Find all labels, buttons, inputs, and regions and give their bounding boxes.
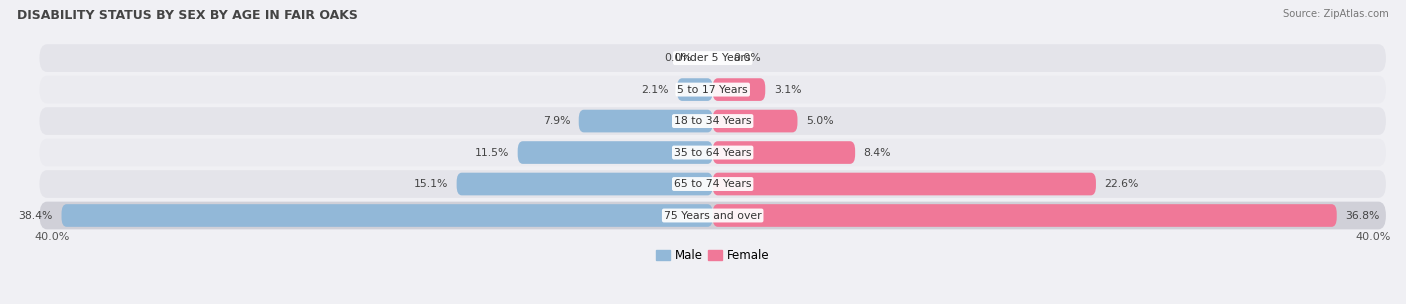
Text: 35 to 64 Years: 35 to 64 Years — [673, 147, 751, 157]
Text: 3.1%: 3.1% — [773, 85, 801, 95]
FancyBboxPatch shape — [713, 110, 797, 133]
Text: 8.4%: 8.4% — [863, 147, 891, 157]
FancyBboxPatch shape — [457, 173, 713, 195]
Text: 0.0%: 0.0% — [665, 53, 692, 63]
Text: 40.0%: 40.0% — [1355, 232, 1391, 242]
FancyBboxPatch shape — [39, 202, 1386, 229]
FancyBboxPatch shape — [39, 44, 1386, 72]
Text: 65 to 74 Years: 65 to 74 Years — [673, 179, 751, 189]
Text: Source: ZipAtlas.com: Source: ZipAtlas.com — [1284, 9, 1389, 19]
FancyBboxPatch shape — [39, 107, 1386, 135]
Text: 75 Years and over: 75 Years and over — [664, 210, 762, 220]
Text: 36.8%: 36.8% — [1346, 210, 1379, 220]
Text: 22.6%: 22.6% — [1105, 179, 1139, 189]
FancyBboxPatch shape — [713, 173, 1095, 195]
Text: Under 5 Years: Under 5 Years — [675, 53, 751, 63]
FancyBboxPatch shape — [39, 170, 1386, 198]
Text: 40.0%: 40.0% — [34, 232, 70, 242]
Text: 5 to 17 Years: 5 to 17 Years — [678, 85, 748, 95]
FancyBboxPatch shape — [579, 110, 713, 133]
Text: 5.0%: 5.0% — [806, 116, 834, 126]
Text: 15.1%: 15.1% — [413, 179, 449, 189]
Text: 11.5%: 11.5% — [475, 147, 509, 157]
FancyBboxPatch shape — [517, 141, 713, 164]
Text: 0.0%: 0.0% — [733, 53, 761, 63]
FancyBboxPatch shape — [62, 204, 713, 227]
Legend: Male, Female: Male, Female — [651, 244, 773, 267]
FancyBboxPatch shape — [713, 141, 855, 164]
Text: 38.4%: 38.4% — [18, 210, 53, 220]
Text: 7.9%: 7.9% — [543, 116, 571, 126]
FancyBboxPatch shape — [713, 204, 1337, 227]
Text: 2.1%: 2.1% — [641, 85, 669, 95]
FancyBboxPatch shape — [713, 78, 765, 101]
FancyBboxPatch shape — [39, 139, 1386, 166]
FancyBboxPatch shape — [678, 78, 713, 101]
Text: 18 to 34 Years: 18 to 34 Years — [673, 116, 751, 126]
FancyBboxPatch shape — [39, 76, 1386, 103]
Text: DISABILITY STATUS BY SEX BY AGE IN FAIR OAKS: DISABILITY STATUS BY SEX BY AGE IN FAIR … — [17, 9, 357, 22]
